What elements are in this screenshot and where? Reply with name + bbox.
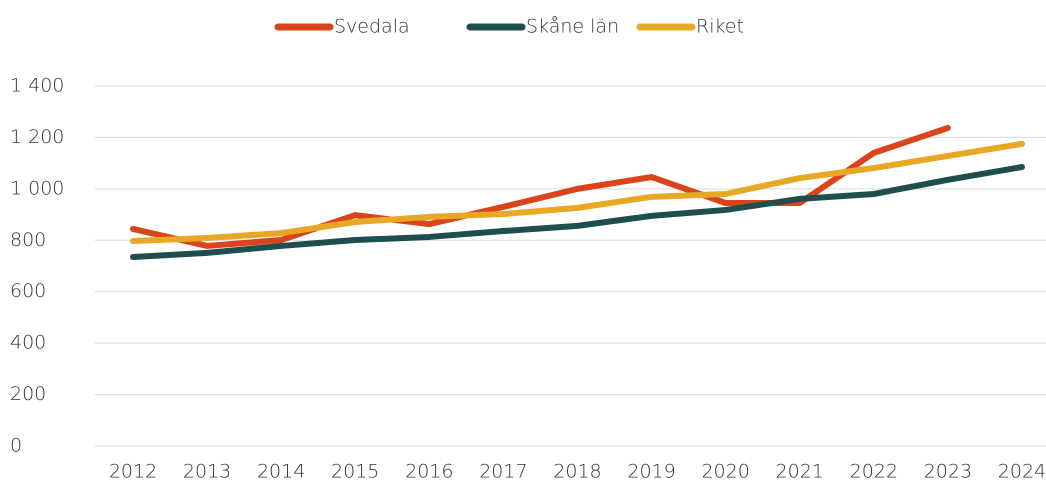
x-tick-label: 2024 [998,461,1046,483]
x-tick-label: 2022 [850,461,898,483]
x-tick-label: 2023 [924,461,972,483]
y-tick-label: 0 [10,435,22,457]
x-tick-label: 2016 [405,461,453,483]
y-tick-label: 200 [10,383,46,405]
x-tick-label: 2019 [627,461,675,483]
y-tick-label: 600 [10,280,46,302]
legend-label: Svedala [334,16,410,38]
y-tick-label: 800 [10,229,46,251]
x-tick-label: 2012 [109,461,157,483]
x-tick-label: 2020 [701,461,749,483]
line [130,164,1025,260]
x-tick-label: 2017 [479,461,527,483]
x-tick-label: 2015 [331,461,379,483]
y-tick-label: 400 [10,332,46,354]
legend-label: Riket [696,16,744,38]
x-tick-label: 2021 [776,461,824,483]
y-tick-label: 1 400 [10,75,64,97]
line [130,140,1025,245]
line [130,124,951,249]
y-tick-label: 1 000 [10,177,64,199]
x-tick-label: 2018 [553,461,601,483]
x-tick-label: 2013 [183,461,231,483]
legend-label: Skåne län [526,16,619,38]
x-tick-label: 2014 [257,461,305,483]
y-tick-label: 1 200 [10,126,64,148]
